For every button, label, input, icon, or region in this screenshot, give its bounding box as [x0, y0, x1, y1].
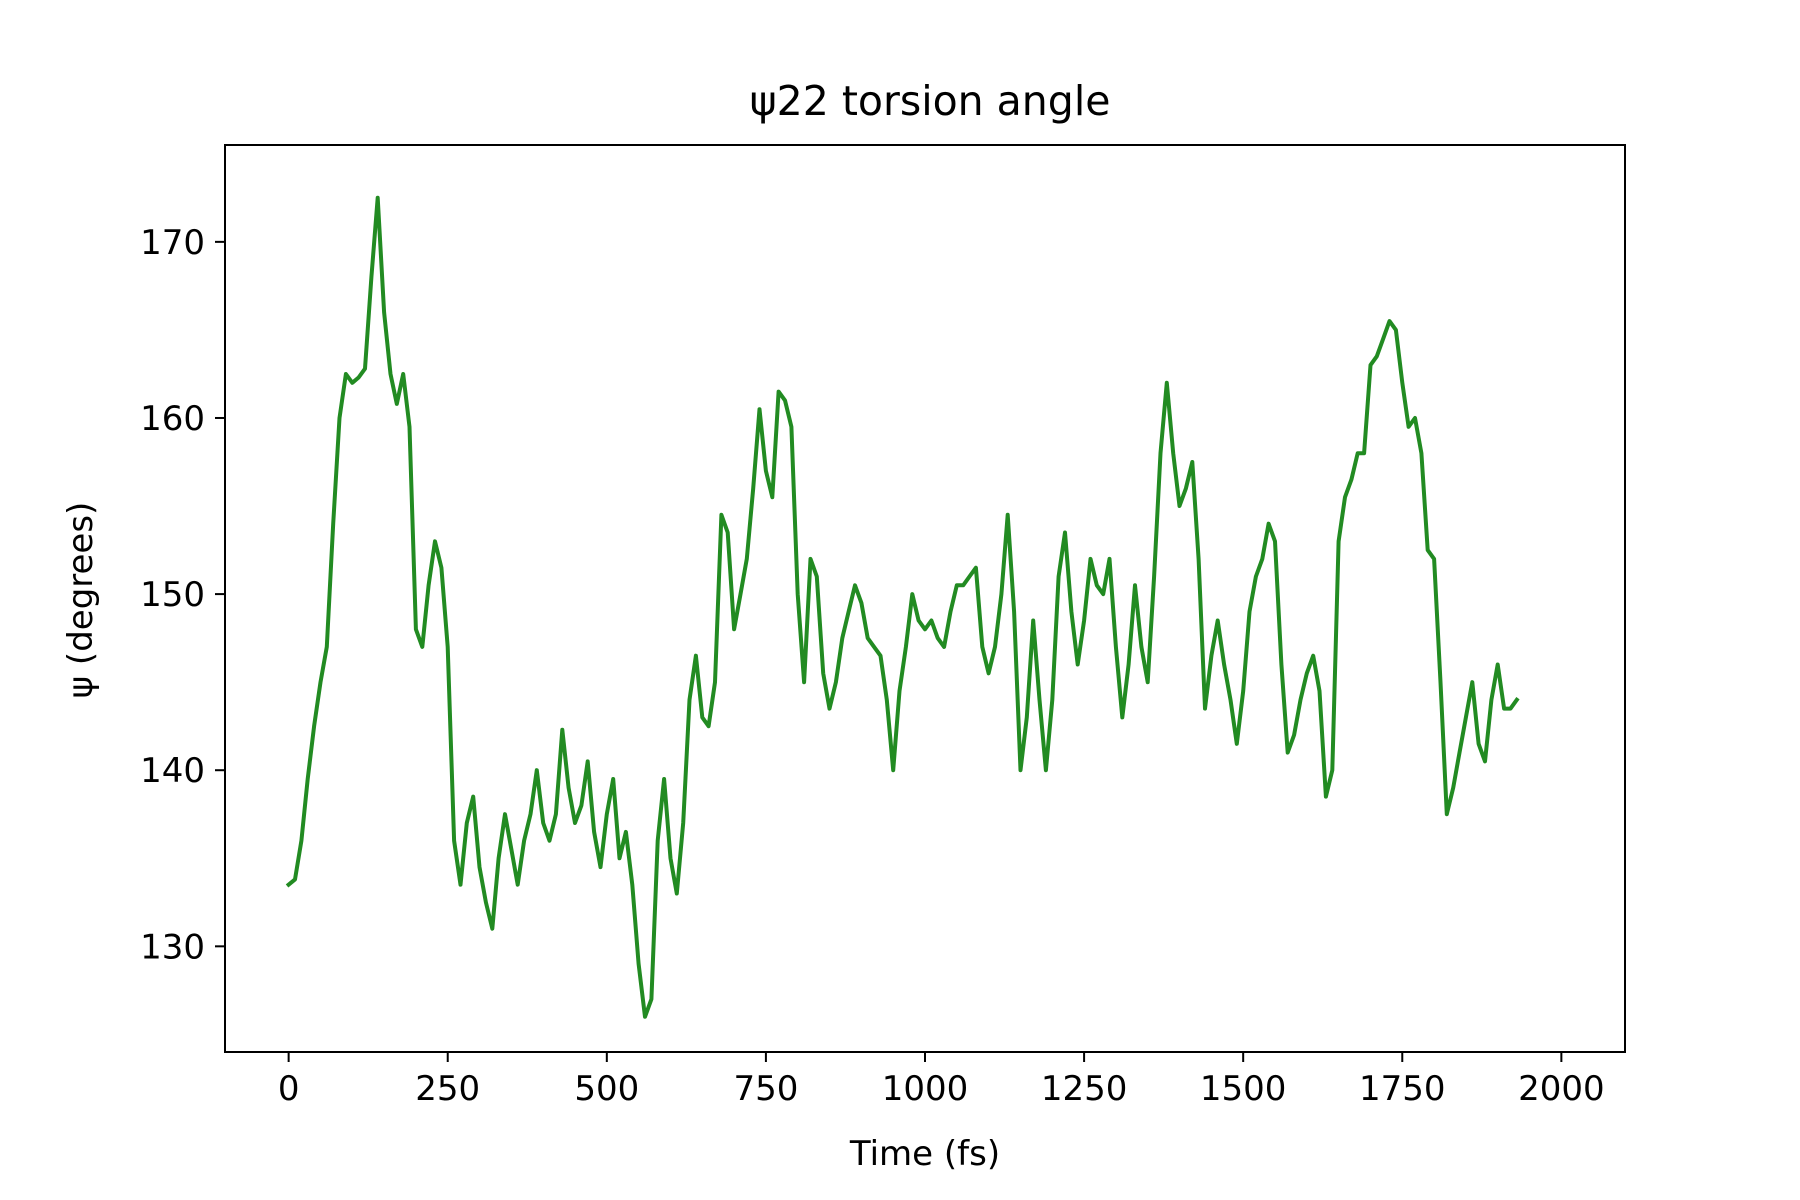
series-line-psi22: [285, 195, 1520, 1019]
y-tick-label: 170: [140, 223, 205, 263]
x-axis-label: Time (fs): [849, 1134, 1000, 1174]
plot-area: 0 250 500 750 1000 1250 1500 1750 2000 130 140 150 1…: [140, 144, 1626, 1109]
y-tick-label: 150: [140, 575, 205, 615]
x-tick-label: 1250: [1041, 1069, 1128, 1109]
x-tick-label: 1500: [1200, 1069, 1287, 1109]
x-tick-label: 0: [278, 1069, 300, 1109]
x-tick-label: 2000: [1518, 1069, 1605, 1109]
y-axis-label: ψ (degrees): [61, 502, 101, 699]
chart-title: ψ22 torsion angle: [750, 77, 1111, 125]
x-tick-label: 250: [415, 1069, 480, 1109]
y-tick-label: 130: [140, 927, 205, 967]
x-tick-label: 500: [574, 1069, 639, 1109]
x-tick-label: 1750: [1359, 1069, 1446, 1109]
x-tick-label: 750: [733, 1069, 798, 1109]
y-tick-label: 160: [140, 399, 205, 439]
x-tick-label: 1000: [882, 1069, 969, 1109]
y-tick-label: 140: [140, 751, 205, 791]
